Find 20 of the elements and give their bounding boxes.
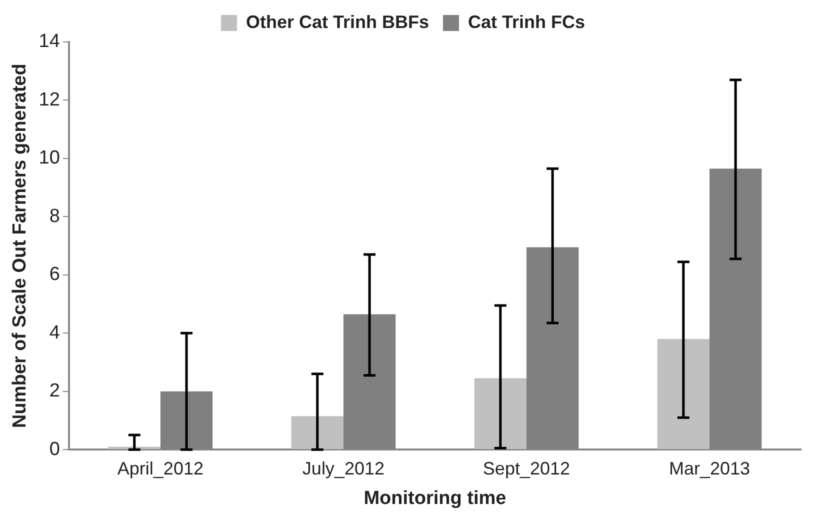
y-tick-label: 4	[49, 322, 60, 344]
y-tick-label: 0	[49, 438, 60, 460]
y-axis-title: Number of Scale Out Farmers generated	[10, 64, 31, 428]
y-tick-label: 14	[38, 31, 60, 52]
y-tick-label: 6	[49, 264, 60, 286]
legend-label: Cat Trinh FCs	[468, 12, 586, 32]
y-tick-label: 8	[49, 206, 60, 227]
bar	[657, 338, 710, 450]
bar	[291, 416, 344, 450]
legend-label: Other Cat Trinh BBFs	[246, 12, 430, 32]
y-tick-label: 12	[38, 89, 60, 110]
x-axis-title: Monitoring time	[364, 488, 506, 509]
bar	[108, 446, 160, 450]
y-tick-label: 2	[49, 380, 60, 402]
y-tick-label: 10	[38, 148, 60, 169]
x-tick-label: Sept_2012	[482, 458, 570, 478]
bar	[474, 378, 526, 450]
x-tick-label: July_2012	[302, 458, 384, 478]
x-tick-label: April_2012	[117, 458, 204, 478]
x-tick-label: Mar_2013	[668, 458, 750, 478]
